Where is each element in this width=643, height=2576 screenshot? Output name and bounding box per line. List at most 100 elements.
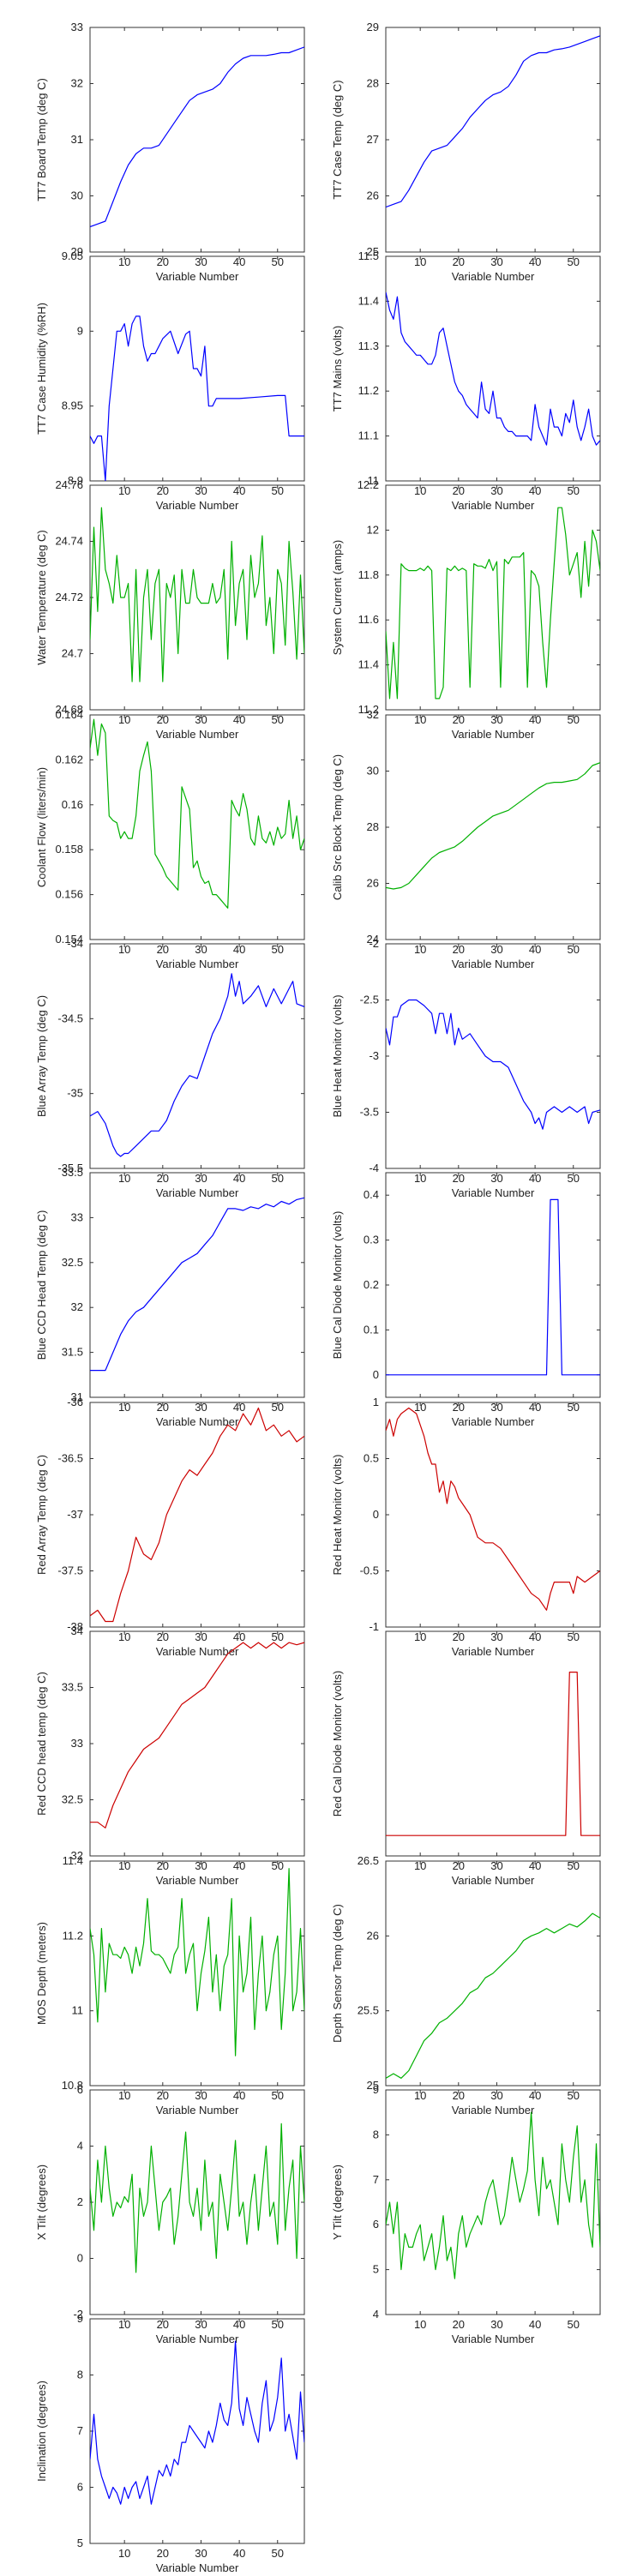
x-tick-label: 10 <box>414 943 426 956</box>
x-tick-label: 40 <box>233 255 245 268</box>
series-line <box>90 1407 304 1623</box>
x-tick-label: 10 <box>414 1630 426 1643</box>
chart-panel: 10 20 30 40 50 11 11.1 11.2 11.3 11.4 11.5 Variable… <box>331 249 601 512</box>
x-tick-label: 30 <box>490 1172 502 1185</box>
plot-frame <box>89 27 305 253</box>
x-tick-label: 20 <box>157 1859 169 1872</box>
series-line <box>386 1912 600 2079</box>
series-line <box>386 291 600 446</box>
y-tick-label: -4 <box>369 1162 379 1174</box>
y-axis-label: MOS Depth (meters) <box>35 1922 48 2025</box>
x-tick-label: 10 <box>414 1401 426 1414</box>
y-tick-label: 32.5 <box>62 1256 83 1269</box>
y-tick-label: 30 <box>71 189 83 202</box>
y-axis-label: Blue Cal Diode Monitor (volts) <box>331 1211 344 1360</box>
x-axis-label: Variable Number <box>156 1645 239 1658</box>
series-line <box>90 2123 304 2273</box>
plot-frame <box>89 943 305 1169</box>
x-tick-label: 30 <box>490 484 502 497</box>
y-tick-label: -37 <box>67 1508 83 1521</box>
x-tick-label: 50 <box>568 1401 580 1414</box>
chart-panel: 10 20 30 40 50 -1 -0.5 0 0.5 1 Variable Number Red … <box>331 1396 601 1658</box>
y-tick-label: -2 <box>73 2308 83 2321</box>
x-tick-label: 40 <box>233 2547 245 2560</box>
y-tick-label: 26 <box>367 189 379 202</box>
plot-frame <box>385 27 601 253</box>
x-tick-label: 10 <box>118 713 130 726</box>
y-tick-label: 9 <box>373 2083 379 2096</box>
x-tick-label: 30 <box>195 1859 207 1872</box>
x-axis-label: Variable Number <box>156 270 239 283</box>
y-tick-label: 31 <box>71 133 83 146</box>
x-tick-label: 40 <box>529 1859 541 1872</box>
y-tick-label: -34.5 <box>57 1012 83 1024</box>
y-axis-label: TT7 Case Humidity (%RH) <box>35 303 48 435</box>
x-tick-label: 40 <box>529 1172 541 1185</box>
y-tick-label: 24 <box>367 933 379 946</box>
x-tick-label: 40 <box>233 2318 245 2331</box>
y-tick-label: -3 <box>369 1049 379 1062</box>
plot-frame <box>385 1402 601 1628</box>
x-tick-label: 30 <box>195 943 207 956</box>
x-tick-label: 20 <box>453 484 465 497</box>
x-tick-label: 20 <box>157 1172 169 1185</box>
x-tick-label: 50 <box>272 484 284 497</box>
chart-panel: 10 20 30 40 50 -4 -3.5 -3 -2.5 -2 Variable Number B… <box>331 937 601 1199</box>
x-tick-label: 10 <box>118 255 130 268</box>
y-tick-label: 4 <box>373 2308 379 2321</box>
x-tick-label: 30 <box>490 1401 502 1414</box>
y-axis-label: TT7 Case Temp (deg C) <box>331 80 344 199</box>
x-tick-label: 30 <box>195 255 207 268</box>
y-axis-label: Blue CCD Head Temp (deg C) <box>35 1210 48 1360</box>
x-tick-label: 50 <box>272 2318 284 2331</box>
x-tick-label: 30 <box>490 943 502 956</box>
series-line <box>386 1671 600 1836</box>
x-axis-label: Variable Number <box>452 2333 535 2345</box>
x-tick-label: 10 <box>118 1859 130 1872</box>
y-tick-label: 32 <box>367 708 379 721</box>
plot-frame <box>89 714 305 940</box>
y-axis-label: Red Cal Diode Monitor (volts) <box>331 1671 344 1817</box>
series-line <box>90 315 304 481</box>
x-tick-label: 20 <box>453 1401 465 1414</box>
x-tick-label: 30 <box>490 255 502 268</box>
plot-frame <box>385 255 601 482</box>
x-tick-label: 20 <box>157 2089 169 2102</box>
x-tick-label: 30 <box>195 2089 207 2102</box>
y-axis-label: Calib Src Block Temp (deg C) <box>331 754 344 900</box>
y-tick-label: 9 <box>77 2312 83 2325</box>
x-tick-label: 50 <box>568 2089 580 2102</box>
x-tick-label: 50 <box>272 2547 284 2560</box>
x-tick-label: 30 <box>195 1630 207 1643</box>
y-tick-label: 0.5 <box>364 1452 379 1465</box>
x-tick-label: 20 <box>453 255 465 268</box>
x-tick-label: 20 <box>157 484 169 497</box>
x-tick-label: 10 <box>118 943 130 956</box>
y-axis-label: Red CCD head temp (deg C) <box>35 1672 48 1816</box>
series-line <box>386 1407 600 1611</box>
y-tick-label: 0.162 <box>55 753 83 766</box>
y-tick-label: 32 <box>71 77 83 90</box>
x-tick-label: 30 <box>490 1859 502 1872</box>
chart-panel: 10 20 30 40 50 -38 -37.5 -37 -36.5 -36 Variable Nu… <box>35 1396 305 1658</box>
y-tick-label: 33 <box>71 1210 83 1223</box>
x-tick-label: 40 <box>233 1401 245 1414</box>
y-tick-label: 8 <box>77 2369 83 2381</box>
series-line <box>386 507 600 700</box>
y-tick-label: 0.2 <box>364 1278 379 1291</box>
x-tick-label: 10 <box>118 1630 130 1643</box>
series-line <box>90 46 304 228</box>
chart-panel: 10 20 30 40 50 Variable Number Red Cal Diode M… <box>331 1630 601 1887</box>
y-tick-label: 25.5 <box>358 2004 379 2017</box>
y-tick-label: 31.5 <box>62 1346 83 1359</box>
y-tick-label: 32 <box>71 1849 83 1862</box>
y-tick-label: 27 <box>367 133 379 146</box>
x-axis-label: Variable Number <box>156 958 239 970</box>
y-axis-label: Depth Sensor Temp (deg C) <box>331 1904 344 2043</box>
x-axis-label: Variable Number <box>452 270 535 283</box>
y-tick-label: 33 <box>71 21 83 33</box>
plot-frame <box>385 1630 601 1857</box>
y-tick-label: -37.5 <box>57 1564 83 1577</box>
chart-panel: 10 20 30 40 50 8.9 8.95 9 9.05 Variable Number TT7… <box>35 249 305 512</box>
